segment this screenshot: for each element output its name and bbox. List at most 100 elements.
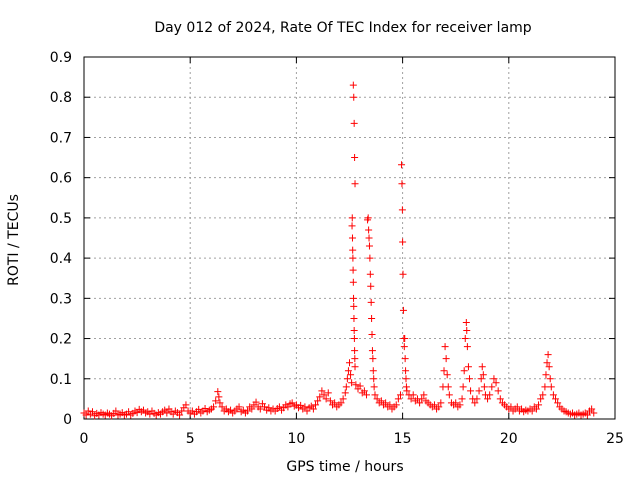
data-point [235, 403, 243, 411]
data-point [398, 180, 406, 188]
data-point [369, 355, 377, 363]
data-point [461, 335, 469, 343]
data-point [350, 294, 358, 302]
data-point [351, 347, 359, 355]
data-point [377, 397, 385, 405]
x-tick-labels: 0 5 10 15 20 25 [80, 431, 624, 447]
data-point [528, 407, 536, 415]
data-point [430, 401, 438, 409]
data-point [82, 411, 90, 419]
data-point [252, 398, 260, 406]
data-point [545, 363, 553, 371]
data-point [195, 405, 203, 413]
data-point [368, 331, 376, 339]
x-tick-label: 10 [287, 431, 305, 447]
data-point [316, 393, 324, 401]
y-tick-label: 0.9 [50, 50, 72, 66]
data-point [418, 395, 426, 403]
data-point [182, 401, 190, 409]
data-point [367, 298, 375, 306]
data-point [445, 391, 453, 399]
data-point [490, 375, 498, 383]
data-point [407, 395, 415, 403]
data-point [370, 383, 378, 391]
data-point [349, 266, 357, 274]
data-point [552, 395, 560, 403]
data-point [386, 401, 394, 409]
data-point [331, 399, 339, 407]
data-point [369, 367, 377, 375]
data-point [356, 382, 364, 390]
data-point [435, 403, 443, 411]
y-axis-label: ROTI / TECUs [6, 194, 22, 286]
data-point [348, 379, 356, 387]
data-point [350, 302, 358, 310]
data-point [309, 405, 317, 413]
data-point [373, 395, 381, 403]
data-point [542, 371, 550, 379]
data-point [176, 411, 184, 419]
data-point [342, 383, 350, 391]
data-point [398, 206, 406, 214]
data-point [479, 371, 487, 379]
data-point [588, 405, 596, 413]
data-point [463, 343, 471, 351]
data-point [320, 391, 328, 399]
y-tick-label: 0.5 [50, 211, 72, 227]
data-point [210, 403, 218, 411]
data-point [475, 387, 483, 395]
data-point [324, 389, 332, 397]
data-point [464, 363, 472, 371]
data-point [322, 395, 330, 403]
x-tick-label: 0 [80, 431, 89, 447]
data-point [480, 383, 488, 391]
data-point [351, 180, 359, 188]
data-point [218, 403, 226, 411]
data-point [352, 381, 360, 389]
data-point [349, 254, 357, 262]
data-point [348, 234, 356, 242]
data-point [350, 327, 358, 335]
data-point [507, 403, 515, 411]
data-point [409, 391, 417, 399]
data-point [244, 407, 252, 415]
data-point [368, 314, 376, 322]
data-point [544, 351, 552, 359]
y-tick-label: 0.2 [50, 332, 72, 348]
data-point [365, 242, 373, 250]
x-tick-label: 25 [606, 431, 624, 447]
data-point [112, 407, 120, 415]
data-point [348, 222, 356, 230]
data-points [80, 81, 598, 420]
data-point [466, 375, 474, 383]
data-point [547, 383, 555, 391]
data-point [402, 367, 410, 375]
data-point [537, 395, 545, 403]
data-point [362, 391, 370, 399]
data-point [366, 270, 374, 278]
data-point [549, 391, 557, 399]
data-point [350, 314, 358, 322]
data-point [297, 401, 305, 409]
data-point [382, 399, 390, 407]
data-point [452, 399, 460, 407]
data-point [348, 214, 356, 222]
axis-ticks [83, 56, 616, 420]
chart-title: Day 012 of 2024, Rate Of TEC Index for r… [154, 20, 531, 36]
data-point [401, 335, 409, 343]
data-point [590, 409, 598, 417]
data-point [467, 387, 475, 395]
data-point [492, 379, 500, 387]
x-tick-label: 15 [394, 431, 412, 447]
data-point [478, 363, 486, 371]
data-point [539, 391, 547, 399]
data-point [496, 395, 504, 403]
y-tick-label: 0.7 [50, 130, 72, 146]
data-point [364, 214, 372, 222]
y-tick-label: 0.8 [50, 90, 72, 106]
data-point [343, 375, 351, 383]
data-point [441, 343, 449, 351]
plot-frame [83, 56, 616, 420]
data-point [471, 399, 479, 407]
data-point [416, 399, 424, 407]
